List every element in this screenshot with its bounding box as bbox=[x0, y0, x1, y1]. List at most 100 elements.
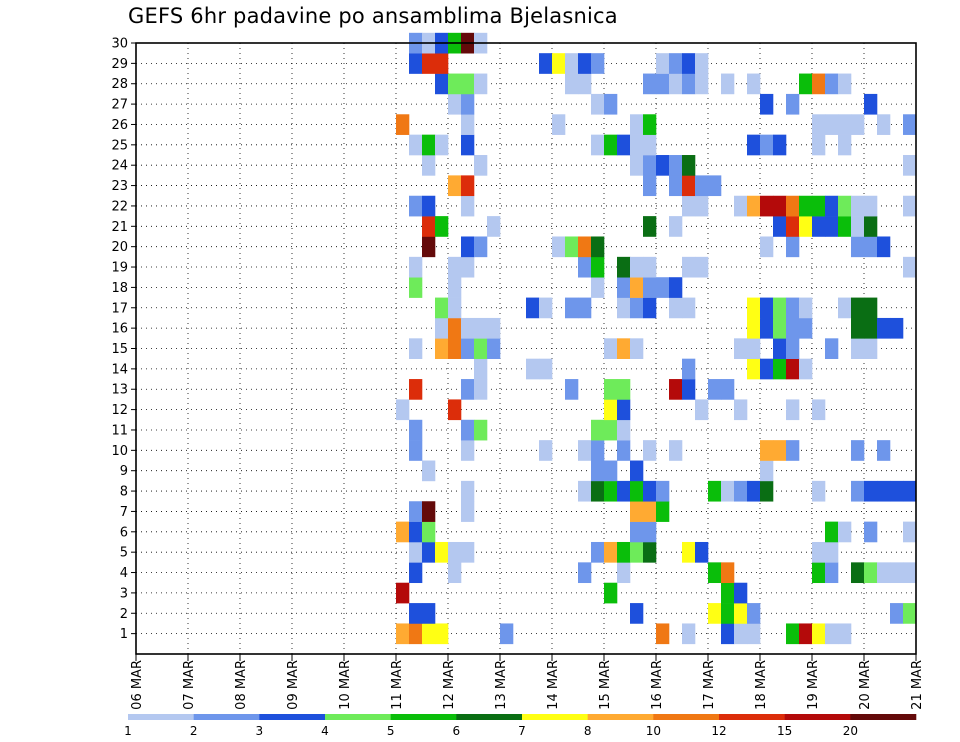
heatmap-cell bbox=[552, 53, 566, 74]
heatmap-cell bbox=[773, 216, 787, 237]
y-tick-label: 30 bbox=[111, 37, 128, 52]
y-tick-label: 29 bbox=[111, 57, 128, 72]
y-tick-label: 15 bbox=[111, 342, 128, 357]
heatmap-cell bbox=[643, 114, 657, 135]
legend-label: 4 bbox=[321, 724, 329, 738]
y-tick-label: 24 bbox=[111, 159, 128, 174]
legend-label: 6 bbox=[453, 724, 461, 738]
heatmap-cell bbox=[461, 501, 475, 522]
heatmap-cell bbox=[799, 317, 813, 339]
heatmap-cell bbox=[396, 399, 410, 421]
heatmap-cell bbox=[487, 317, 501, 339]
heatmap-cell bbox=[643, 256, 657, 278]
y-tick-label: 27 bbox=[111, 98, 128, 113]
legend-swatch bbox=[719, 714, 785, 720]
heatmap-cell bbox=[760, 297, 774, 319]
heatmap-cell bbox=[448, 317, 462, 339]
heatmap-cell bbox=[539, 358, 553, 380]
heatmap-cell bbox=[409, 501, 423, 522]
heatmap-cell bbox=[422, 195, 436, 217]
heatmap-cell bbox=[396, 623, 410, 645]
heatmap-cell bbox=[487, 216, 501, 237]
x-tick-label: 20 MAR bbox=[858, 660, 873, 710]
heatmap-cell bbox=[474, 155, 488, 176]
heatmap-cell bbox=[578, 236, 592, 258]
heatmap-cell bbox=[656, 623, 670, 645]
heatmap-cell bbox=[422, 541, 436, 563]
y-tick-label: 18 bbox=[111, 281, 128, 296]
heatmap-cell bbox=[812, 73, 826, 95]
heatmap-cell bbox=[747, 603, 761, 624]
heatmap-cell bbox=[409, 440, 423, 461]
y-tick-label: 10 bbox=[111, 444, 128, 459]
heatmap-cell bbox=[838, 134, 852, 156]
heatmap-cell bbox=[721, 480, 735, 502]
x-tick-label: 11 MAR bbox=[390, 660, 405, 710]
heatmap-cell bbox=[695, 399, 709, 421]
legend-swatch bbox=[522, 714, 588, 720]
heatmap-cell bbox=[461, 236, 475, 258]
legend-swatch bbox=[325, 714, 391, 720]
heatmap-cell bbox=[812, 114, 826, 135]
heatmap-cell bbox=[903, 114, 917, 135]
heatmap-cell bbox=[617, 134, 631, 156]
heatmap-cell bbox=[461, 114, 475, 135]
heatmap-cell bbox=[461, 256, 475, 278]
heatmap-cell bbox=[682, 297, 696, 319]
heatmap-cell bbox=[591, 480, 605, 502]
heatmap-cell bbox=[409, 562, 423, 584]
y-tick-label: 28 bbox=[111, 77, 128, 92]
heatmap-cell bbox=[851, 236, 865, 258]
x-tick-label: 08 MAR bbox=[234, 660, 249, 710]
heatmap-cell bbox=[448, 256, 462, 278]
heatmap-cell bbox=[422, 521, 436, 543]
heatmap-cell bbox=[604, 379, 618, 400]
heatmap-cell bbox=[825, 216, 839, 237]
heatmap-cell bbox=[799, 358, 813, 380]
heatmap-cell bbox=[617, 277, 631, 298]
heatmap-cell bbox=[747, 297, 761, 319]
heatmap-cell bbox=[669, 297, 683, 319]
heatmap-cell bbox=[890, 317, 904, 339]
heatmap-cell bbox=[539, 440, 553, 461]
heatmap-cell bbox=[565, 379, 579, 400]
y-tick-label: 5 bbox=[120, 546, 128, 561]
heatmap-cell bbox=[838, 195, 852, 217]
heatmap-cell bbox=[617, 399, 631, 421]
heatmap-cell bbox=[721, 562, 735, 584]
heatmap-cell bbox=[877, 317, 891, 339]
heatmap-cell bbox=[643, 521, 657, 543]
heatmap-cell bbox=[747, 623, 761, 645]
y-tick-label: 7 bbox=[120, 505, 128, 520]
heatmap-cell bbox=[435, 317, 449, 339]
heatmap-cell bbox=[422, 236, 436, 258]
heatmap-cell bbox=[591, 93, 605, 115]
heatmap-cell bbox=[708, 379, 722, 400]
heatmap-cell bbox=[422, 623, 436, 645]
heatmap-cell bbox=[825, 114, 839, 135]
heatmap-cell bbox=[721, 73, 735, 95]
heatmap-cell bbox=[591, 440, 605, 461]
legend-label: 5 bbox=[387, 724, 395, 738]
heatmap-cell bbox=[461, 338, 475, 359]
heatmap-cell bbox=[435, 297, 449, 319]
heatmap-cell bbox=[474, 358, 488, 380]
heatmap-cell bbox=[734, 480, 748, 502]
heatmap-cell bbox=[903, 480, 917, 502]
heatmap-cell bbox=[448, 399, 462, 421]
heatmap-cell bbox=[812, 399, 826, 421]
legend: 1 2 3 4 5 6 7 8 10 12 15 20 bbox=[124, 714, 917, 738]
heatmap-cell bbox=[695, 256, 709, 278]
heatmap-cell bbox=[552, 114, 566, 135]
heatmap-cell bbox=[487, 338, 501, 359]
heatmap-cell bbox=[435, 541, 449, 563]
legend-swatch bbox=[128, 714, 194, 720]
heatmap-cell bbox=[851, 317, 865, 339]
heatmap-cell bbox=[682, 53, 696, 74]
y-tick-label: 12 bbox=[111, 403, 128, 418]
heatmap-cell bbox=[474, 236, 488, 258]
heatmap-cell bbox=[747, 480, 761, 502]
heatmap-cell bbox=[825, 541, 839, 563]
heatmap-cell bbox=[591, 53, 605, 74]
heatmap-cell bbox=[760, 317, 774, 339]
